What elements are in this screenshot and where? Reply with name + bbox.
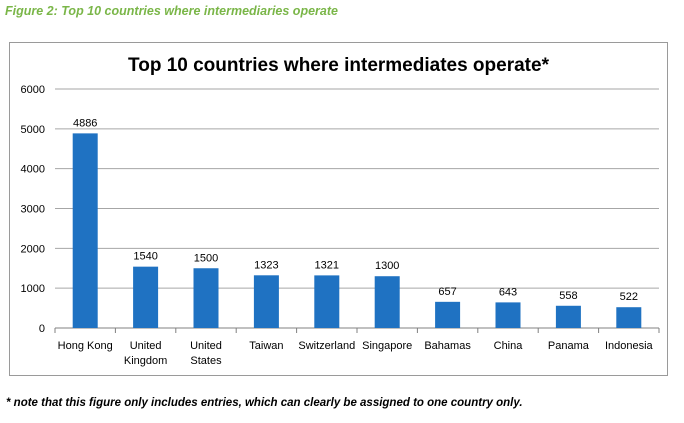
category-label: Hong Kong — [58, 340, 113, 352]
y-tick-label: 4000 — [21, 164, 45, 176]
category-label: Bahamas — [424, 340, 471, 352]
y-tick-label: 3000 — [21, 204, 45, 216]
data-label: 657 — [438, 286, 456, 298]
category-label: Indonesia — [605, 340, 654, 352]
category-label: Taiwan — [249, 340, 283, 352]
data-label: 643 — [499, 286, 517, 298]
bar — [314, 275, 340, 328]
data-label: 1300 — [375, 260, 399, 272]
bar — [133, 266, 159, 328]
y-tick-label: 2000 — [21, 243, 45, 255]
data-label: 522 — [620, 291, 638, 303]
figure-caption: Figure 2: Top 10 countries where interme… — [5, 4, 338, 18]
category-label: United — [130, 340, 162, 352]
data-label: 1321 — [315, 259, 339, 271]
bar — [72, 133, 98, 328]
category-label: China — [494, 340, 524, 352]
category-label: Switzerland — [298, 340, 355, 352]
bar — [374, 276, 400, 328]
data-label: 558 — [559, 290, 577, 302]
category-label: States — [190, 355, 222, 367]
chart-frame: Top 10 countries where intermediates ope… — [9, 42, 668, 376]
bar — [253, 275, 279, 328]
footnote: * note that this figure only includes en… — [6, 397, 523, 409]
y-tick-label: 5000 — [21, 124, 45, 136]
data-label: 4886 — [73, 117, 97, 129]
bar-chart: 0 1000 2000 3000 4000 5000 6000 4886 Hong Kong 15… — [21, 84, 660, 367]
y-tick-label: 6000 — [21, 84, 45, 96]
data-label: 1540 — [133, 251, 157, 263]
y-tick-label: 0 — [39, 323, 45, 335]
bar — [435, 301, 461, 328]
bar — [555, 305, 581, 328]
bar — [616, 307, 642, 328]
y-tick-label: 1000 — [21, 283, 45, 295]
category-label: Panama — [548, 340, 590, 352]
chart-title: Top 10 countries where intermediates ope… — [128, 55, 549, 76]
data-label: 1500 — [194, 252, 218, 264]
bar — [495, 302, 521, 328]
data-label: 1323 — [254, 259, 278, 271]
category-label: United — [190, 340, 222, 352]
category-label: Singapore — [362, 340, 412, 352]
category-label: Kingdom — [124, 355, 167, 367]
bar — [193, 268, 219, 328]
